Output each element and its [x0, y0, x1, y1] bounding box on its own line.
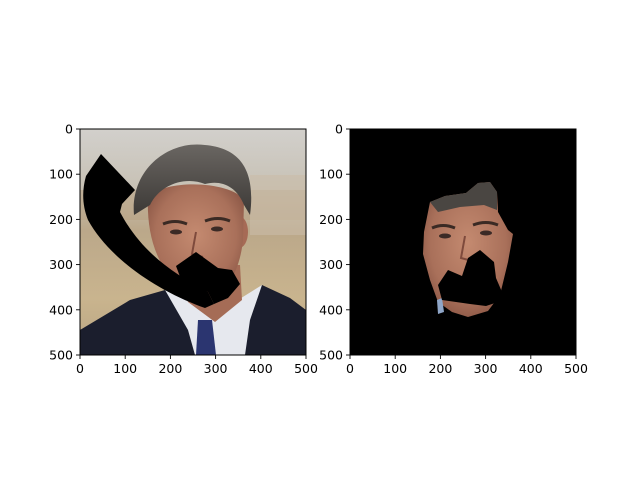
- hair: [133, 144, 252, 215]
- original-image-x-tick-label: 200: [158, 361, 182, 376]
- original-image-x-tick-label: 300: [204, 361, 228, 376]
- masked-face-image-y-tick-label: 500: [319, 348, 343, 363]
- right-eyebrow: [204, 217, 231, 223]
- masked-face-image-x-tick-label: 0: [346, 361, 354, 376]
- left-eye: [170, 229, 182, 235]
- panel-masked-face-image: [349, 128, 577, 356]
- masked-hair: [430, 182, 497, 212]
- original-image-y-tick-label: 400: [49, 302, 73, 317]
- left-axes-frame: [79, 128, 307, 356]
- masked-face-image-y-tick-label: 100: [319, 167, 343, 182]
- masked-face-image-y-tick-label: 300: [319, 257, 343, 272]
- original-image-x-tick-label: 400: [249, 361, 273, 376]
- panel-original-image: [79, 128, 307, 356]
- masked-face-image-x-tick-label: 200: [428, 361, 452, 376]
- masked-left-eye: [439, 233, 451, 239]
- original-image-y-tick-label: 100: [49, 167, 73, 182]
- right-axes-frame: [349, 128, 577, 356]
- masked-right-eyebrow: [472, 221, 499, 227]
- backdrop-building: [250, 175, 306, 235]
- masked-right-eye: [480, 230, 492, 236]
- original-image-y-tick-label: 500: [49, 348, 73, 363]
- masked-face-image-y-tick-label: 200: [319, 212, 343, 227]
- masked-face-image-y-tick-label: 400: [319, 302, 343, 317]
- original-photo: [80, 129, 306, 355]
- masked-left-eyebrow: [431, 224, 456, 230]
- masked-shirt-fragment: [437, 298, 444, 314]
- original-image-x-tick-label: 100: [113, 361, 137, 376]
- masked-face-image-x-tick-label: 300: [474, 361, 498, 376]
- masked-face-image-x-tick-label: 500: [564, 361, 588, 376]
- original-image-y-tick-label: 0: [65, 122, 73, 137]
- occluder-hole: [438, 250, 502, 306]
- phone-handset: [83, 154, 214, 308]
- masked-face-image-x-tick-label: 400: [519, 361, 543, 376]
- right-eye: [211, 226, 223, 232]
- original-image-y-tick-label: 200: [49, 212, 73, 227]
- original-image-y-tick-label: 300: [49, 257, 73, 272]
- phone-earpiece: [176, 252, 240, 304]
- tie: [196, 320, 216, 355]
- masked-face-image-x-tick-label: 100: [383, 361, 407, 376]
- masked-face-image-y-tick-label: 0: [335, 122, 343, 137]
- original-image-x-tick-label: 0: [76, 361, 84, 376]
- original-image-x-tick-label: 500: [294, 361, 318, 376]
- masked-photo: [350, 129, 576, 355]
- left-eyebrow: [162, 220, 188, 226]
